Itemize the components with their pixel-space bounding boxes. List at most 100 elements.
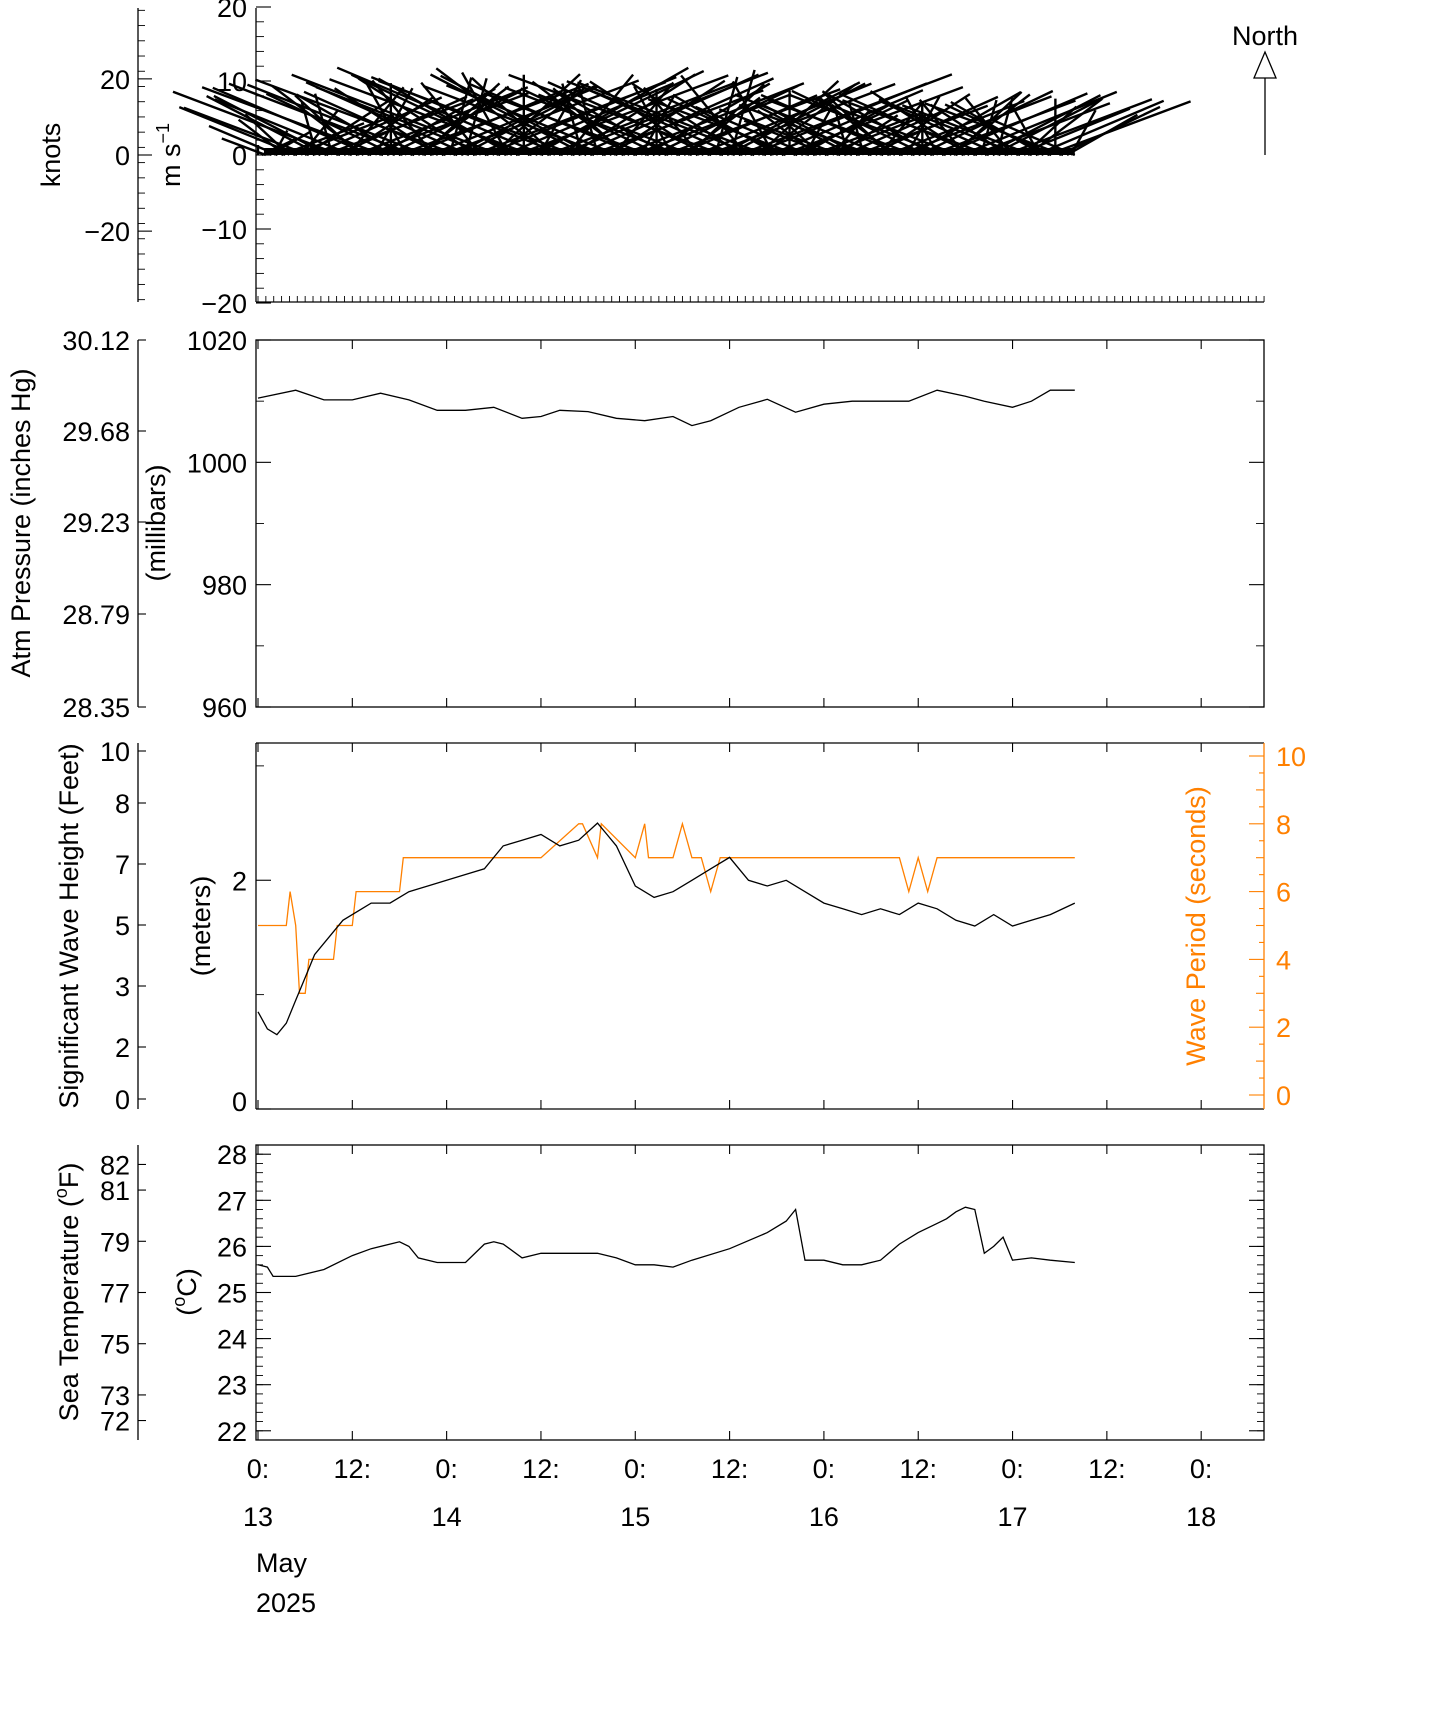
pressure-mb-tick-label: 1020 [187,326,247,356]
x-tick-time-label: 0: [435,1454,458,1484]
wind-vector [483,92,650,157]
sea-temperature-fahrenheit-label-tail: F) [54,1163,84,1188]
x-axis-labels: 0: 13 12: 0: 14 12: 0: 15 12: 0: 16 12: 0: 17 12: 0: 18 [243,1454,1216,1532]
wind-ms-label-exponent: −1 [153,123,173,144]
x-tick-day-label: 14 [432,1502,462,1532]
pressure-inches-tick-label: 29.68 [62,417,130,447]
temperature-celsius-tick-label: 23 [217,1371,247,1401]
wave-height-meters-label: (meters) [186,876,216,977]
pressure-inches-tick-label: 28.35 [62,693,130,723]
wind-knots-tick-label: 20 [100,65,130,95]
temperature-fahrenheit-tick-label: 77 [100,1279,130,1309]
x-tick-time-label: 12: [711,1454,749,1484]
wind-vector [694,105,810,157]
wind-ms-tick-label: 0 [232,141,247,171]
x-tick-time-label: 12: [1088,1454,1126,1484]
temperature-celsius-tick-label: 28 [217,1140,247,1170]
pressure-mb-tick-label: 980 [202,571,247,601]
wind-vector [706,82,896,157]
wind-knots-tick-label: 0 [115,141,130,171]
temperature-plot-frame [255,1144,1265,1441]
wind-vector [961,90,1118,157]
pressure-series [257,389,1075,427]
wind-ms-tick-label: 10 [217,67,247,97]
wave-feet-tick-label: 5 [115,911,130,941]
wave-feet-tick-label: 0 [115,1085,130,1115]
wind-vector [377,77,513,157]
wind-ms-tick-label: 20 [217,0,247,23]
x-tick-time-label: 0: [1190,1454,1213,1484]
wind-vector [1069,109,1097,156]
wind-vector [924,102,1064,157]
x-axis-year: 2025 [256,1588,316,1618]
sea-temperature-panel: Sea Temperature (oF) (oC) 28272625242322… [51,1140,1265,1447]
temperature-celsius-tick-label: 22 [217,1417,247,1447]
pressure-inches-tick-label: 29.23 [62,508,130,538]
wind-ms-tick-label: −20 [201,289,247,319]
pressure-inches-tick-label: 28.79 [62,600,130,630]
pressure-panel: Atm Pressure (inches Hg) (millibars) 102… [6,326,1265,723]
wind-vector [901,104,1033,157]
wind-vector [898,95,1052,157]
wind-vector [271,85,365,156]
temperature-celsius-tick-label: 25 [217,1279,247,1309]
wind-vector [789,94,947,157]
wind-vector [1066,113,1138,157]
temperature-fahrenheit-tick-label: 79 [100,1227,130,1257]
wind-vector [734,93,884,157]
x-tick-time-label: 12: [522,1454,560,1484]
wind-vector [246,83,427,157]
wave-period-label: Wave Period (seconds) [1181,786,1211,1066]
wave-feet-tick-label: 3 [115,972,130,1002]
wind-vector [667,97,787,157]
wind-knots-label: knots [36,123,66,188]
wind-ms-label-main: m s [156,144,186,188]
wind-vector [547,81,712,157]
pressure-mb-tick-label: 1000 [187,448,247,478]
wave-height-series [257,822,1076,1036]
north-arrow-icon [1253,50,1277,155]
x-tick-day-label: 15 [620,1502,650,1532]
x-tick-time-label: 0: [247,1454,270,1484]
degree-sign: o [169,1297,189,1307]
wind-vector [315,85,490,157]
pressure-inches-tick-label: 30.12 [62,326,130,356]
wind-ms-tick-label: −10 [201,215,247,245]
pressure-inches-label: Atm Pressure (inches Hg) [6,368,36,677]
wind-vector [183,106,310,157]
temperature-fahrenheit-tick-label: 72 [100,1407,130,1437]
north-label: North [1232,21,1298,51]
temperature-celsius-tick-label: 26 [217,1232,247,1262]
x-tick-time-label: 12: [334,1454,372,1484]
temperature-fahrenheit-tick-label: 81 [100,1176,130,1206]
wave-period-tick-label: 0 [1276,1081,1291,1111]
wind-vector [1035,99,1165,157]
sea-temperature-celsius-label: (oC) [169,1268,202,1316]
wind-vector [178,105,298,157]
wind-vector [992,97,1104,157]
wind-vector [350,73,521,157]
x-axis-month: May [256,1548,308,1578]
wind-vector [291,73,501,157]
wind-vector [221,137,267,157]
wind-vector [329,78,533,157]
wind-vector [346,86,405,156]
x-tick-day-label: 16 [809,1502,839,1532]
wind-vector [461,71,510,156]
degree-sign: o [51,1188,71,1198]
wind-vector [378,79,576,157]
wave-panel: Significant Wave Height (Feet) (meters) … [54,737,1306,1117]
wind-knots-tick-label: −20 [84,217,130,247]
pressure-plot-frame [255,339,1265,708]
wind-vector [1046,100,1192,157]
wind-vector [265,92,396,157]
wind-vector [756,109,818,156]
x-tick-day-label: 17 [998,1502,1028,1532]
wind-vector [878,98,1021,157]
sea-temperature-celsius-label-tail: C) [172,1268,202,1297]
wave-meters-tick-label: 2 [232,866,247,896]
wind-vector [491,73,581,156]
x-tick-day-label: 18 [1186,1502,1216,1532]
wind-vector [880,100,1001,157]
wind-vector [537,93,693,157]
